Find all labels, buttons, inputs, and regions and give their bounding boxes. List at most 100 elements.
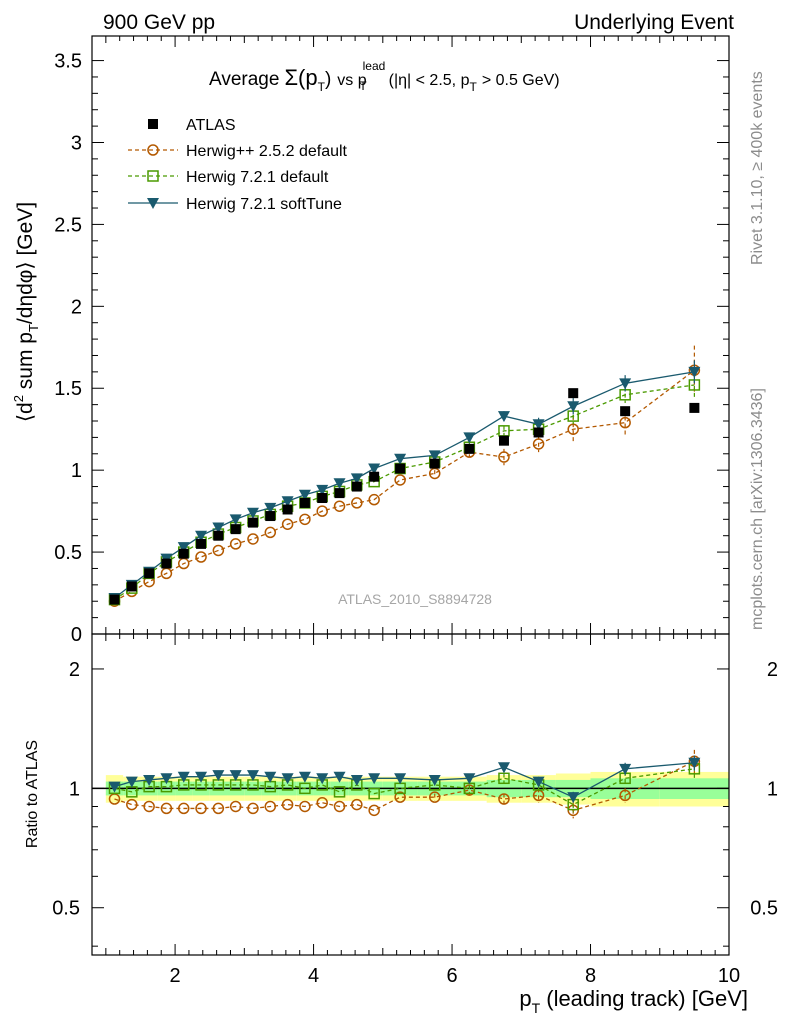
softtune-point	[298, 489, 311, 501]
ratio-y-tick-label: 2	[69, 659, 80, 681]
ratio-ylabel: Ratio to ATLAS	[24, 740, 41, 848]
softtune-point	[264, 502, 277, 514]
atlas-point	[213, 530, 224, 541]
x-tick-label: 10	[718, 965, 740, 987]
softtune-point	[394, 453, 407, 465]
ratio-y-tick-label-right: 1	[767, 778, 778, 800]
herwigpp-point	[195, 551, 207, 563]
ratio-y-tick-label: 1	[69, 778, 80, 800]
ratio-y-tick-label-right: 0.5	[750, 898, 778, 920]
herwigpp-ratio-point	[143, 800, 155, 813]
herwigpp-point	[351, 497, 363, 509]
main-y-tick-label: 1.5	[54, 378, 82, 400]
herwigpp-ratio-point	[177, 802, 190, 815]
atlas-point	[247, 517, 258, 528]
softtune-ratio-point	[160, 773, 173, 785]
softtune-point	[246, 507, 259, 519]
softtune-ratio-point	[298, 771, 311, 783]
softtune-ratio-point	[108, 781, 121, 793]
herwigpp-point	[247, 533, 259, 545]
herwig721-line	[114, 384, 695, 601]
atlas-point	[265, 511, 276, 522]
herwigpp-point	[299, 513, 311, 526]
softtune-ratio-point	[532, 776, 545, 788]
softtune-ratio-point	[316, 773, 329, 785]
atlas-point	[178, 548, 189, 559]
legend-label-herwig721: Herwig 7.2.1 default	[186, 169, 329, 186]
softtune-point	[195, 530, 208, 542]
herwigpp-ratio-point	[316, 796, 328, 809]
herwigpp-point	[498, 451, 510, 463]
header-left: 900 GeV pp	[103, 11, 215, 34]
herwigpp-point	[281, 518, 294, 530]
herwigpp-ratio-point	[333, 800, 346, 813]
softtune-ratio-point	[281, 773, 294, 785]
x-tick-label: 4	[308, 965, 319, 987]
x-tick-label: 6	[446, 965, 457, 987]
softtune-point	[333, 478, 346, 490]
herwigpp-ratio-point	[195, 802, 207, 815]
atlas-point	[126, 581, 137, 592]
herwig721-ratio-point	[299, 782, 311, 795]
plot-title: Average Σ(pT) vs plead T (|η| < 2.5, pT > 0.5…	[209, 59, 560, 94]
main-y-tick-label: 3.5	[54, 51, 82, 73]
herwigpp-ratio-point	[368, 804, 380, 817]
herwig721-ratio-point	[498, 772, 510, 785]
atlas-point	[689, 402, 700, 413]
atlas-point	[351, 481, 362, 492]
herwigpp-ratio-point	[264, 800, 277, 813]
atlas-point	[464, 443, 475, 454]
legend: ATLAS Herwig++ 2.5.2 default Herwig 7.2.1 …	[128, 117, 348, 213]
herwigpp-point	[619, 416, 631, 429]
atlas-point	[568, 388, 579, 399]
softtune-ratio-point	[177, 771, 190, 783]
softtune-point	[177, 542, 190, 554]
atlas-point	[230, 524, 241, 535]
legend-marker-herwigpp	[147, 144, 159, 156]
softtune-ratio-point	[497, 762, 510, 774]
legend-label-softtune: Herwig 7.2.1 softTune	[186, 196, 342, 213]
softtune-line	[114, 371, 695, 599]
data-series	[108, 345, 701, 819]
atlas-point	[620, 406, 631, 417]
herwigpp-point	[212, 544, 225, 557]
legend-marker-atlas	[148, 119, 158, 129]
herwig721-ratio-point	[368, 787, 380, 800]
softtune-point	[281, 496, 294, 508]
x-axis-label: pT (leading track) [GeV]	[519, 986, 748, 1016]
softtune-point	[567, 401, 580, 413]
rivet-label: Rivet 3.1.10, ≥ 400k events	[749, 71, 766, 265]
softtune-ratio-point	[212, 770, 225, 782]
herwigpp-ratio-point	[160, 802, 173, 815]
softtune-ratio-point	[246, 770, 259, 782]
herwigpp-ratio-point	[394, 791, 406, 803]
atlas-point	[299, 497, 310, 508]
softtune-point	[350, 473, 363, 485]
atlas-point	[144, 568, 155, 579]
softtune-ratio-point	[463, 773, 476, 785]
main-ylabel: ⟨d2 sum pT/dηdφ⟩ [GeV]	[11, 202, 41, 422]
herwigpp-point	[316, 505, 328, 517]
softtune-point	[428, 450, 441, 462]
softtune-point	[532, 419, 545, 431]
legend-marker-softtune	[147, 198, 159, 209]
atlas-point	[161, 558, 172, 569]
herwigpp-ratio-point	[351, 798, 363, 811]
herwig721-ratio-point	[333, 786, 346, 798]
main-y-tick-label: 0.5	[54, 542, 82, 564]
herwigpp-ratio-point	[229, 800, 242, 813]
legend-label-herwigpp: Herwig++ 2.5.2 default	[186, 143, 348, 160]
atlas-point	[334, 488, 345, 499]
softtune-point	[316, 484, 329, 496]
atlas-point	[282, 504, 293, 515]
softtune-ratio-point	[619, 763, 632, 775]
atlas-point	[429, 458, 440, 469]
main-y-tick-label: 3	[71, 132, 82, 154]
atlas-point	[498, 435, 509, 446]
herwigpp-ratio-point	[619, 789, 631, 802]
atlas-point	[196, 538, 207, 549]
herwigpp-ratio-point	[428, 791, 441, 803]
main-y-tick-label: 2	[71, 296, 82, 318]
x-tick-label: 8	[585, 965, 596, 987]
